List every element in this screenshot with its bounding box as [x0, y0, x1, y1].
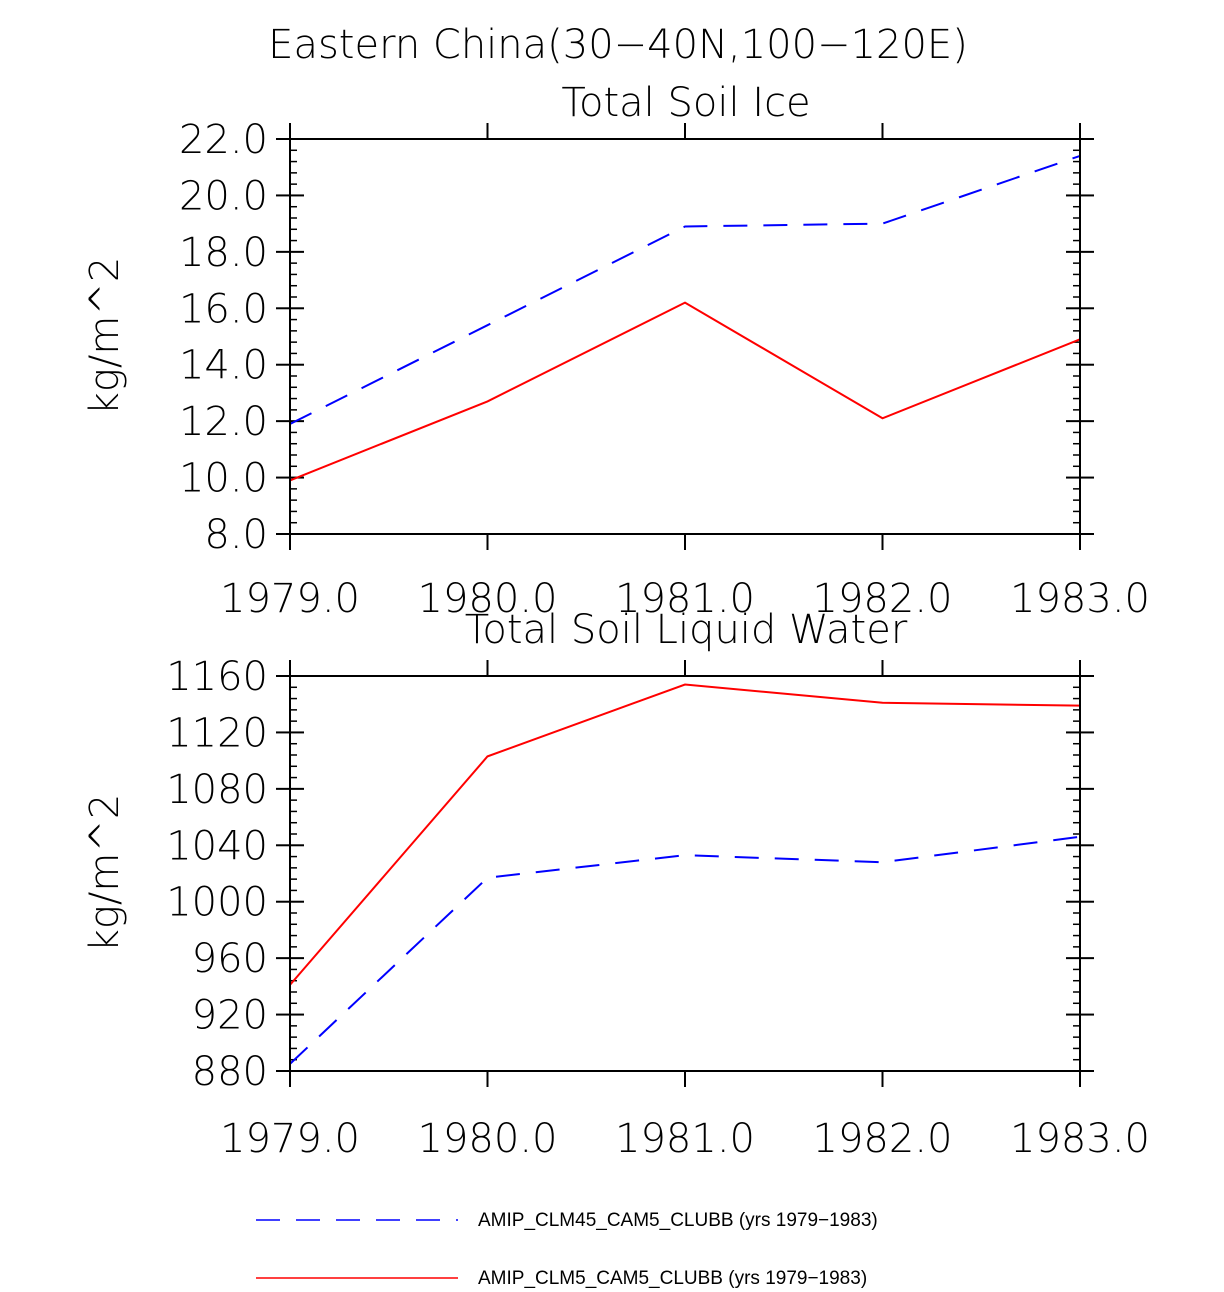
y-tick-label: 12.0 [179, 399, 268, 445]
panel-soil-liquid-water: Total Soil Liquid Water kg/m^2 880 920 960… [82, 607, 1150, 1162]
legend-label-clm45: AMIP_CLM45_CAM5_CLUBB (yrs 1979−1983) [478, 1210, 878, 1231]
panel-title: Total Soil Ice [561, 80, 810, 126]
y-tick-label: 14.0 [179, 343, 268, 389]
y-tick-label: 20.0 [179, 173, 268, 219]
x-tick-label: 1981.0 [615, 576, 755, 622]
x-tick-label: 1980.0 [418, 1116, 558, 1162]
y-tick-label: 18.0 [179, 230, 268, 276]
y-tick-label: 16.0 [179, 286, 268, 332]
y-axis-label: kg/m^2 [82, 257, 128, 416]
y-tick-label: 920 [192, 993, 268, 1039]
series-group [289, 154, 1081, 482]
panel-soil-ice: Total Soil Ice kg/m^2 8.0 10.0 12.0 14.0 16.… [82, 80, 1150, 622]
figure-title: Eastern China(30−40N,100−120E) [268, 22, 968, 68]
x-tick-label: 1983.0 [1010, 576, 1150, 622]
series-line-clm45 [289, 154, 1081, 425]
x-tick-label: 1979.0 [220, 1116, 360, 1162]
y-axis-label: kg/m^2 [82, 794, 128, 953]
y-tick-label: 1080 [166, 767, 268, 813]
y-tick-label: 22.0 [179, 117, 268, 163]
series-line-clm5 [289, 683, 1081, 986]
series-group [289, 683, 1081, 1065]
y-tick-label: 1120 [166, 710, 268, 756]
ticks: 880 920 960 1000 1040 1080 1120 1160 1979.0 1980.… [166, 654, 1150, 1162]
y-tick-label: 960 [192, 936, 268, 982]
x-tick-label: 1983.0 [1010, 1116, 1150, 1162]
x-tick-label: 1982.0 [813, 576, 953, 622]
x-tick-label: 1981.0 [615, 1116, 755, 1162]
legend-label-clm5: AMIP_CLM5_CAM5_CLUBB (yrs 1979−1983) [478, 1268, 867, 1289]
x-tick-label: 1979.0 [220, 576, 360, 622]
y-tick-label: 10.0 [179, 456, 268, 502]
x-tick-label: 1982.0 [813, 1116, 953, 1162]
plot-frame [289, 138, 1081, 535]
plot-frame [289, 675, 1081, 1072]
y-tick-label: 1000 [166, 880, 268, 926]
x-tick-label: 1980.0 [418, 576, 558, 622]
legend: AMIP_CLM45_CAM5_CLUBB (yrs 1979−1983) AM… [256, 1210, 878, 1289]
y-tick-label: 8.0 [204, 512, 268, 558]
series-line-clm5 [289, 301, 1081, 482]
series-line-clm45 [289, 835, 1081, 1065]
y-tick-label: 1040 [166, 823, 268, 869]
ticks: 8.0 10.0 12.0 14.0 16.0 18.0 20.0 22.0 1979.0 198… [179, 117, 1150, 622]
y-tick-label: 1160 [166, 654, 268, 700]
panel-title: Total Soil Liquid Water [465, 607, 908, 653]
y-tick-label: 880 [192, 1049, 268, 1095]
